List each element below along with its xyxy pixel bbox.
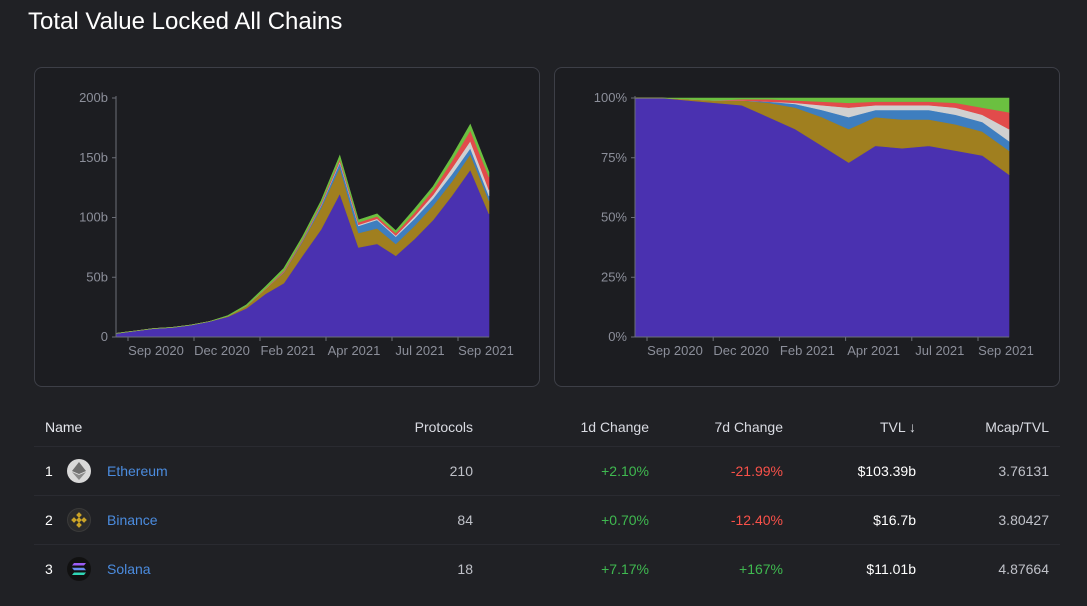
x-tick-label: Apr 2021 xyxy=(328,343,381,358)
y-tick-label: 100% xyxy=(594,90,628,105)
y-tick-label: 50b xyxy=(86,269,108,284)
tvl-value: $16.7b xyxy=(794,494,927,544)
y-tick-label: 0 xyxy=(101,329,108,344)
y-tick-label: 50% xyxy=(601,210,627,225)
rank-number: 2 xyxy=(45,511,53,528)
chain-link-ethereum[interactable]: Ethereum xyxy=(107,462,168,479)
mcap-tvl-value: 3.76131 xyxy=(927,445,1060,495)
change-7d: +167% xyxy=(660,543,794,593)
tvl-chart-panel: 0 50b 100b 150b 200b Sep 2020 Dec 2020 Feb 2021… xyxy=(34,67,540,387)
rank-number: 1 xyxy=(45,462,53,479)
chain-link-solana[interactable]: Solana xyxy=(107,560,151,577)
x-tick-label: Dec 2020 xyxy=(194,343,250,358)
x-tick-label: Feb 2021 xyxy=(261,343,316,358)
x-tick-label: Apr 2021 xyxy=(847,343,900,358)
mcap-tvl-value: 4.87664 xyxy=(927,543,1060,593)
ethereum-icon xyxy=(67,458,91,483)
col-header-tvl[interactable]: TVL ↓ xyxy=(879,418,916,435)
area-series-other_green[interactable] xyxy=(115,123,490,334)
x-tick-label: Feb 2021 xyxy=(780,343,835,358)
y-tick-label: 0% xyxy=(608,329,627,344)
col-header-1d-change[interactable]: 1d Change xyxy=(580,418,649,435)
change-1d: +2.10% xyxy=(484,445,660,495)
tvl-value: $11.01b xyxy=(794,543,927,593)
col-header-protocols[interactable]: Protocols xyxy=(414,418,473,435)
change-1d: +0.70% xyxy=(484,494,660,544)
y-tick-label: 200b xyxy=(79,90,108,105)
area-series-other_green[interactable] xyxy=(635,97,1010,113)
dominance-percent-chart[interactable]: 0% 25% 50% 75% 100% Sep 2020 Dec 2020 Feb 2021 A… xyxy=(555,68,1061,388)
protocols-count: 210 xyxy=(384,445,484,495)
y-tick-label: 25% xyxy=(601,269,627,284)
solana-icon xyxy=(67,556,91,581)
col-header-name[interactable]: Name xyxy=(45,418,83,435)
y-tick-label: 150b xyxy=(79,150,108,165)
page-title: Total Value Locked All Chains xyxy=(28,8,343,35)
change-1d: +7.17% xyxy=(484,543,660,593)
y-tick-label: 75% xyxy=(601,150,627,165)
table-row: 1 Ethereum 210 +2.10% -21.99% $103.39b 3… xyxy=(34,445,1060,495)
table-header-row: Name Protocols 1d Change 7d Change TVL ↓… xyxy=(34,408,1060,446)
x-tick-label: Jul 2021 xyxy=(395,343,444,358)
change-7d: -12.40% xyxy=(660,494,794,544)
x-tick-label: Jul 2021 xyxy=(915,343,964,358)
binance-icon xyxy=(67,507,91,532)
rank-number: 3 xyxy=(45,560,53,577)
col-header-7d-change[interactable]: 7d Change xyxy=(714,418,783,435)
x-tick-label: Sep 2021 xyxy=(978,343,1034,358)
chain-link-binance[interactable]: Binance xyxy=(107,511,158,528)
y-tick-label: 100b xyxy=(79,210,108,225)
dominance-chart-panel: 0% 25% 50% 75% 100% Sep 2020 Dec 2020 Feb 2021 A… xyxy=(554,67,1060,387)
x-tick-label: Dec 2020 xyxy=(713,343,769,358)
table-row: 3 Solana 18 +7.17% +167% $11.01b 4.87664 xyxy=(34,543,1060,593)
x-tick-label: Sep 2021 xyxy=(458,343,514,358)
x-tick-label: Sep 2020 xyxy=(647,343,703,358)
table-row: 2 Binance 84 +0.70% -12.40% $16.7b 3.804… xyxy=(34,494,1060,544)
mcap-tvl-value: 3.80427 xyxy=(927,494,1060,544)
tvl-stacked-area-chart[interactable]: 0 50b 100b 150b 200b Sep 2020 Dec 2020 Feb 2021… xyxy=(35,68,541,388)
chains-table: Name Protocols 1d Change 7d Change TVL ↓… xyxy=(34,408,1060,593)
col-header-mcap-tvl[interactable]: Mcap/TVL xyxy=(985,418,1049,435)
protocols-count: 84 xyxy=(384,494,484,544)
tvl-value: $103.39b xyxy=(794,445,927,495)
protocols-count: 18 xyxy=(384,543,484,593)
x-tick-label: Sep 2020 xyxy=(128,343,184,358)
change-7d: -21.99% xyxy=(660,445,794,495)
